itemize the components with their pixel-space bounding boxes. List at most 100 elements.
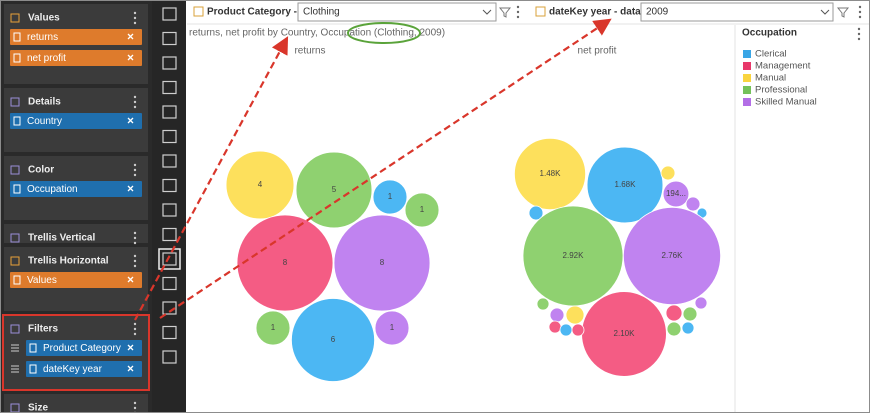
tool-icon[interactable]: [162, 350, 177, 364]
bubble[interactable]: [622, 206, 722, 306]
bubble[interactable]: [665, 304, 683, 322]
field-chip[interactable]: [10, 50, 142, 66]
section-title: Values: [28, 13, 60, 24]
more-dot[interactable]: [133, 332, 137, 336]
section-title: Color: [28, 165, 54, 176]
chip-icon: [13, 184, 21, 194]
field-chip[interactable]: [26, 361, 142, 377]
chip-label: net profit: [27, 53, 66, 64]
filter-dropdown[interactable]: [640, 2, 834, 22]
bubble[interactable]: [660, 165, 676, 181]
more-dot[interactable]: [133, 21, 137, 25]
section-icon: [10, 165, 20, 175]
tool-icon[interactable]: [162, 203, 177, 217]
chip-remove[interactable]: [127, 365, 134, 372]
section-icon: [10, 233, 20, 243]
tool-icon[interactable]: [162, 31, 177, 46]
tool-icon[interactable]: [162, 105, 177, 119]
filter-name: dateKey year - data: [549, 7, 641, 18]
more-dot[interactable]: [133, 264, 137, 268]
more-menu[interactable]: [516, 5, 520, 19]
bubble[interactable]: [225, 150, 295, 220]
chip-remove[interactable]: [127, 276, 134, 283]
tool-icon[interactable]: [162, 154, 177, 168]
more-dot[interactable]: [133, 100, 137, 104]
tool-icon[interactable]: [162, 276, 177, 291]
bubble[interactable]: [666, 321, 682, 337]
tool-icon[interactable]: [162, 7, 177, 21]
chip-remove[interactable]: [127, 344, 134, 351]
bubble[interactable]: [333, 214, 431, 312]
filter-funnel[interactable]: [836, 7, 850, 18]
more-menu[interactable]: [858, 5, 862, 19]
chip-remove[interactable]: [127, 33, 134, 40]
filter-dropdown[interactable]: [297, 2, 497, 22]
more-dot[interactable]: [133, 241, 137, 245]
section-icon: [10, 256, 20, 266]
bubble[interactable]: [374, 310, 410, 346]
bubble[interactable]: [291, 298, 375, 382]
bubble-label: 1: [390, 323, 395, 332]
bubble[interactable]: [514, 138, 586, 210]
bubble[interactable]: [236, 214, 334, 312]
section-title: Filters: [28, 324, 58, 335]
tool-icon[interactable]: [162, 56, 177, 70]
chip-label: Values: [27, 275, 57, 286]
more-dot[interactable]: [133, 231, 137, 235]
bubble[interactable]: [682, 306, 698, 322]
more-dot[interactable]: [133, 236, 137, 240]
bubble[interactable]: [586, 146, 664, 224]
filter-funnel[interactable]: [498, 7, 512, 18]
more-dot[interactable]: [133, 173, 137, 177]
bubble[interactable]: [559, 323, 573, 337]
bubble[interactable]: [295, 151, 373, 229]
field-chip[interactable]: [10, 272, 142, 288]
more-dot[interactable]: [133, 401, 137, 405]
bubble[interactable]: [255, 310, 291, 346]
bubble[interactable]: [662, 180, 690, 208]
legend-swatch: [743, 62, 751, 70]
more-dot[interactable]: [133, 11, 137, 15]
bubble[interactable]: [404, 192, 440, 228]
more-dot[interactable]: [133, 406, 137, 410]
bubble[interactable]: [549, 307, 565, 323]
chip-remove[interactable]: [127, 117, 134, 124]
bubble-label: 8: [283, 258, 288, 267]
field-chip[interactable]: [10, 113, 142, 129]
more-dot[interactable]: [133, 95, 137, 99]
chip-remove[interactable]: [127, 185, 134, 192]
tool-icon[interactable]: [162, 252, 177, 266]
more-dot[interactable]: [133, 168, 137, 172]
more-dot[interactable]: [133, 254, 137, 258]
tool-icon[interactable]: [162, 227, 177, 242]
bubble[interactable]: [372, 179, 408, 215]
bubble[interactable]: [536, 297, 550, 311]
field-chip[interactable]: [26, 340, 142, 356]
more-dot[interactable]: [133, 322, 137, 326]
more-dot[interactable]: [133, 327, 137, 331]
tool-icon[interactable]: [162, 325, 177, 340]
more-menu[interactable]: [857, 27, 861, 41]
section-title: Trellis Horizontal: [28, 256, 109, 267]
more-dot[interactable]: [133, 105, 137, 109]
bubble[interactable]: [571, 323, 585, 337]
bubble[interactable]: [528, 205, 544, 221]
bubble[interactable]: [681, 321, 695, 335]
bubble[interactable]: [685, 196, 701, 212]
chip-remove[interactable]: [127, 54, 134, 61]
bubble-label: 2.10K: [614, 329, 636, 338]
more-dot[interactable]: [133, 259, 137, 263]
tool-icon[interactable]: [162, 80, 177, 95]
tool-icon[interactable]: [162, 178, 177, 193]
more-dot[interactable]: [133, 163, 137, 167]
field-chip[interactable]: [10, 181, 142, 197]
bubble[interactable]: [548, 320, 562, 334]
bubble[interactable]: [565, 305, 585, 325]
tool-icon[interactable]: [162, 129, 177, 144]
legend-swatch: [743, 86, 751, 94]
field-chip[interactable]: [10, 29, 142, 45]
tool-icon[interactable]: [162, 301, 177, 315]
more-dot[interactable]: [133, 16, 137, 20]
bubble[interactable]: [694, 296, 708, 310]
